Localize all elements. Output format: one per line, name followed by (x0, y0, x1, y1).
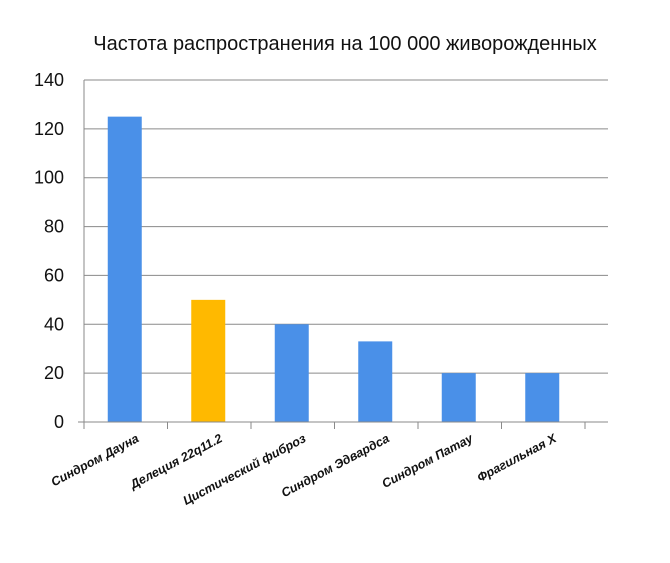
y-tick-label: 40 (44, 314, 64, 334)
y-tick-label: 80 (44, 217, 64, 237)
bar (274, 324, 309, 422)
y-tick-label: 0 (54, 412, 64, 432)
y-tick-label: 140 (34, 70, 64, 90)
y-tick-label: 100 (34, 168, 64, 188)
gridlines (84, 79, 608, 374)
y-tick-label: 20 (44, 363, 64, 383)
bar (525, 373, 560, 422)
x-tick-label: Синдром Дауна (49, 431, 141, 489)
y-tick-label: 120 (34, 119, 64, 139)
x-tick-label: Фрагильная Х (475, 431, 559, 485)
bar (441, 373, 476, 422)
bar (358, 341, 393, 422)
y-axis-tick-labels: 0 20 40 60 80 100 120 140 (34, 70, 64, 432)
x-tick-label: Синдром Патау (380, 431, 476, 491)
axes (78, 80, 608, 429)
bar (191, 299, 226, 422)
y-tick-label: 60 (44, 265, 64, 285)
chart-title: Частота распространения на 100 000 живор… (93, 33, 597, 55)
bars (107, 116, 560, 423)
bar (107, 116, 142, 423)
